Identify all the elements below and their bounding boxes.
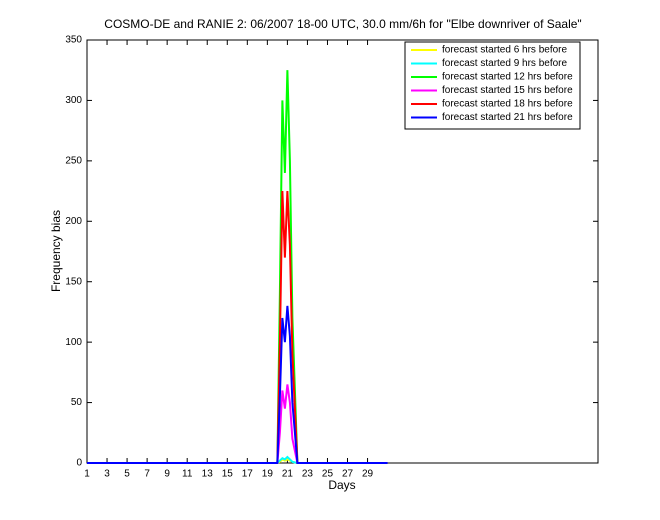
y-axis-label: Frequency bias [49, 210, 63, 292]
y-tick-label: 50 [71, 397, 83, 408]
series-line [87, 191, 388, 464]
y-tick-label: 0 [76, 458, 82, 469]
x-axis-label: Days [328, 478, 355, 492]
x-tick-label: 13 [202, 469, 214, 480]
x-tick-label: 11 [182, 469, 193, 480]
legend-label: forecast started 12 hrs before [442, 72, 573, 83]
legend-label: forecast started 21 hrs before [442, 112, 573, 123]
x-tick-label: 3 [104, 469, 110, 480]
legend-label: forecast started 15 hrs before [442, 85, 573, 96]
y-tick-label: 150 [65, 276, 82, 287]
chart-title: COSMO-DE and RANIE 2: 06/2007 18-00 UTC,… [104, 17, 581, 31]
y-tick-label: 350 [65, 35, 82, 46]
x-tick-label: 9 [164, 469, 170, 480]
y-tick-label: 250 [65, 155, 82, 166]
x-tick-label: 29 [362, 469, 374, 480]
legend-box [404, 41, 581, 130]
x-tick-label: 19 [262, 469, 274, 480]
y-tick-label: 300 [65, 95, 82, 106]
x-tick-label: 25 [322, 469, 334, 480]
series-line [87, 384, 388, 464]
x-tick-label: 23 [302, 469, 314, 480]
y-tick-label: 100 [65, 337, 82, 348]
series-line [87, 70, 388, 464]
x-tick-label: 1 [84, 469, 90, 480]
x-tick-label: 27 [342, 469, 354, 480]
series-line [87, 305, 388, 464]
legend-label: forecast started 9 hrs before [442, 58, 568, 69]
legend-label: forecast started 6 hrs before [442, 45, 568, 56]
x-tick-label: 17 [242, 469, 254, 480]
y-tick-label: 200 [65, 216, 82, 227]
x-tick-label: 15 [222, 469, 234, 480]
x-tick-label: 5 [124, 469, 130, 480]
x-tick-label: 21 [282, 469, 294, 480]
legend-label: forecast started 18 hrs before [442, 99, 573, 110]
x-tick-label: 7 [144, 469, 150, 480]
series-line [87, 455, 388, 464]
